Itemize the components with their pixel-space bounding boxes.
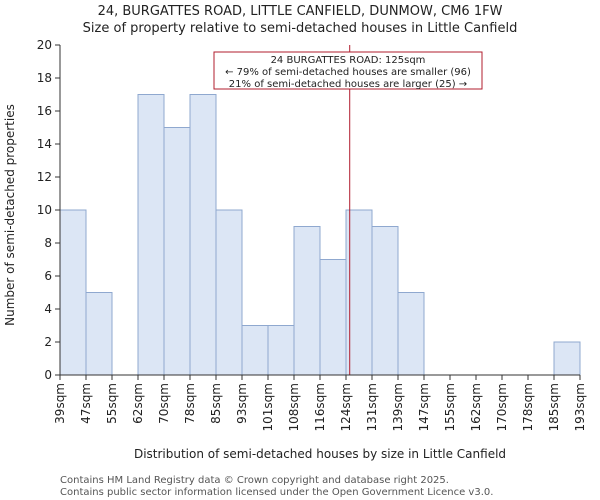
annotation-box: 24 BURGATTES ROAD: 125sqm ← 79% of semi-… bbox=[213, 51, 483, 90]
x-tick-label: 178sqm bbox=[521, 383, 535, 431]
x-axis-label: Distribution of semi-detached houses by … bbox=[134, 447, 506, 461]
bar-108sqm bbox=[293, 226, 321, 376]
x-tick-label: 139sqm bbox=[391, 383, 405, 431]
y-tick-label: 6 bbox=[44, 269, 52, 283]
y-tick-label: 0 bbox=[44, 368, 52, 382]
x-tick-label: 124sqm bbox=[339, 383, 353, 431]
bar-139sqm bbox=[397, 292, 425, 376]
x-tick-label: 108sqm bbox=[287, 383, 301, 431]
annotation-line-3: 21% of semi-detached houses are larger (… bbox=[229, 79, 467, 90]
y-axis-ticks: 0 2 4 6 8 10 12 14 16 18 20 bbox=[37, 38, 60, 382]
x-tick-label: 147sqm bbox=[417, 383, 431, 431]
x-axis-ticks: 39sqm 47sqm 55sqm 62sqm 70sqm 78sqm 85sqm 93sqm… bbox=[53, 375, 587, 431]
y-axis-label: Number of semi-detached properties bbox=[3, 104, 17, 326]
bar-62sqm bbox=[137, 94, 165, 376]
bars-group bbox=[59, 94, 581, 376]
footer-line-2: Contains public sector information licen… bbox=[60, 487, 493, 498]
bar-70sqm bbox=[163, 127, 191, 376]
footer-line-1: Contains HM Land Registry data © Crown c… bbox=[60, 475, 449, 486]
bar-101sqm bbox=[267, 325, 295, 376]
y-tick-label: 4 bbox=[44, 302, 52, 316]
x-tick-label: 116sqm bbox=[313, 383, 327, 431]
chart-title: 24, BURGATTES ROAD, LITTLE CANFIELD, DUN… bbox=[98, 4, 503, 19]
bar-131sqm bbox=[371, 226, 399, 376]
x-tick-label: 39sqm bbox=[53, 383, 67, 424]
chart-subtitle: Size of property relative to semi-detach… bbox=[83, 21, 518, 36]
x-tick-label: 155sqm bbox=[443, 383, 457, 431]
x-tick-label: 185sqm bbox=[547, 383, 561, 431]
x-tick-label: 55sqm bbox=[105, 383, 119, 424]
bar-78sqm bbox=[189, 94, 217, 376]
x-tick-label: 47sqm bbox=[79, 383, 93, 424]
x-tick-label: 193sqm bbox=[573, 383, 587, 431]
x-tick-label: 131sqm bbox=[365, 383, 379, 431]
x-tick-label: 70sqm bbox=[157, 383, 171, 424]
bar-93sqm bbox=[241, 325, 269, 376]
x-tick-label: 62sqm bbox=[131, 383, 145, 424]
bar-185sqm bbox=[553, 341, 581, 376]
x-tick-label: 85sqm bbox=[209, 383, 223, 424]
y-tick-label: 2 bbox=[44, 335, 52, 349]
bar-124sqm bbox=[345, 209, 373, 376]
x-tick-label: 101sqm bbox=[261, 383, 275, 431]
y-tick-label: 8 bbox=[44, 236, 52, 250]
y-tick-label: 18 bbox=[37, 71, 52, 85]
bar-39sqm bbox=[59, 209, 87, 376]
annotation-line-1: 24 BURGATTES ROAD: 125sqm bbox=[271, 55, 426, 66]
x-tick-label: 78sqm bbox=[183, 383, 197, 424]
x-tick-label: 170sqm bbox=[495, 383, 509, 431]
bar-85sqm bbox=[215, 209, 243, 376]
bar-47sqm bbox=[85, 292, 113, 376]
x-tick-label: 93sqm bbox=[235, 383, 249, 424]
annotation-line-2: ← 79% of semi-detached houses are smalle… bbox=[225, 67, 471, 78]
y-tick-label: 20 bbox=[37, 38, 52, 52]
y-tick-label: 12 bbox=[37, 170, 52, 184]
y-tick-label: 14 bbox=[37, 137, 52, 151]
y-tick-label: 16 bbox=[37, 104, 52, 118]
x-tick-label: 162sqm bbox=[469, 383, 483, 431]
annotation-border bbox=[213, 51, 483, 90]
bar-116sqm bbox=[319, 259, 347, 376]
y-tick-label: 10 bbox=[37, 203, 52, 217]
